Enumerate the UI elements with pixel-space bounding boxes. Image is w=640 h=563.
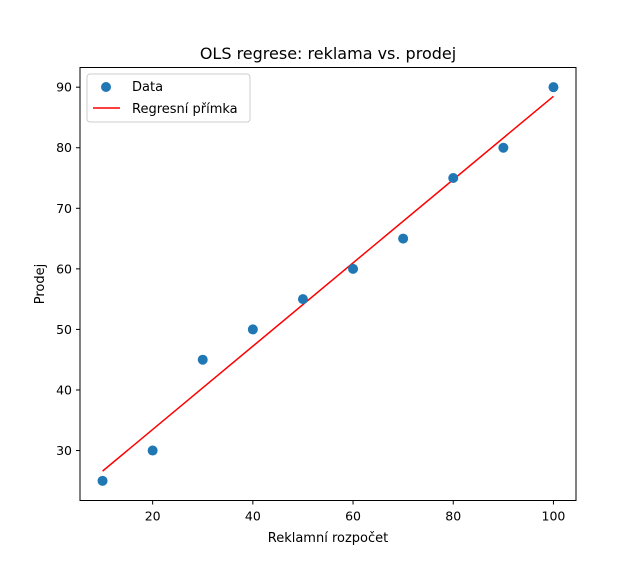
y-tick-label-80: 80 [56,140,72,155]
data-point-2 [147,445,158,456]
data-point-7 [398,233,409,244]
y-tick-label-70: 70 [56,201,72,216]
legend-label-regression: Regresní přímka [132,102,238,117]
legend-marker-data [101,82,111,92]
data-point-6 [348,263,359,274]
legend: Data Regresní přímka [86,73,251,123]
x-axis: 20 40 60 80 100 [145,500,566,524]
data-point-1 [97,475,108,486]
y-tick-label-40: 40 [56,382,72,397]
x-tick-label-40: 40 [245,509,261,524]
x-tick-label-80: 80 [445,509,461,524]
y-tick-label-50: 50 [56,322,72,337]
legend-box [86,73,251,123]
chart-title: OLS regrese: reklama vs. prodej [200,44,456,63]
data-point-8 [448,173,459,184]
y-axis-label: Prodej [33,264,48,305]
plot-frame [79,67,577,501]
y-tick-label-60: 60 [56,261,72,276]
data-point-3 [197,354,208,365]
legend-label-data: Data [132,80,163,95]
regression-line [102,95,554,472]
x-tick-label-100: 100 [542,509,566,524]
data-point-5 [297,294,308,305]
x-tick-label-60: 60 [345,509,361,524]
x-tick-label-20: 20 [145,509,161,524]
x-axis-label: Reklamní rozpočet [268,531,389,546]
data-point-4 [247,324,258,335]
data-point-9 [498,142,509,153]
y-tick-label-30: 30 [56,443,72,458]
y-axis: 30 40 50 60 70 80 90 [56,80,80,458]
data-point-10 [548,82,559,93]
plot-area [97,82,559,486]
y-tick-label-90: 90 [56,80,72,95]
